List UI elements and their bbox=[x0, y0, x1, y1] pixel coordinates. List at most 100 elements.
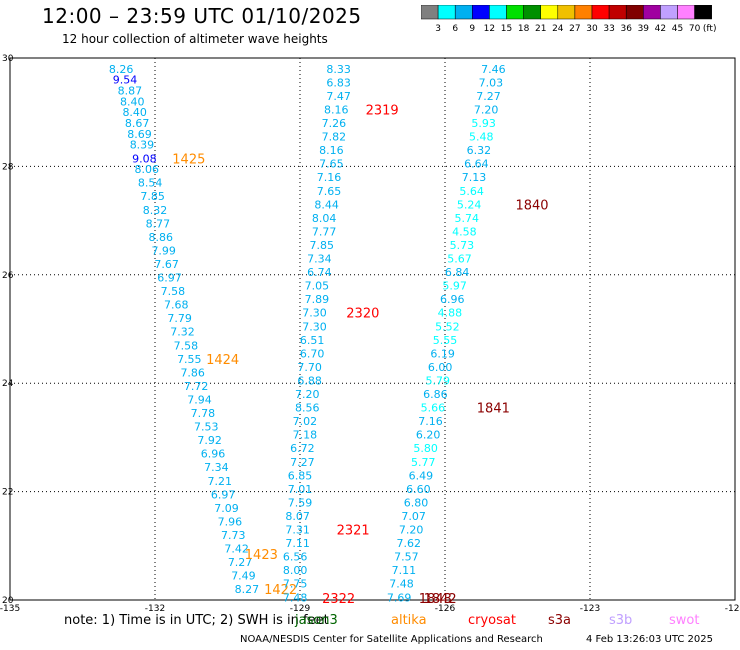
footer-note: note: 1) Time is in UTC; 2) SWH is in fe… bbox=[64, 613, 329, 628]
wave-height-value: 8.16 bbox=[324, 103, 349, 116]
pass-time-label: 1843 bbox=[419, 592, 452, 607]
wave-height-value: 6.88 bbox=[297, 374, 322, 387]
plot-frame bbox=[9, 57, 736, 601]
wave-height-value: 8.33 bbox=[326, 63, 351, 76]
wave-height-value: 6.49 bbox=[409, 469, 434, 482]
wave-height-value: 7.18 bbox=[293, 429, 318, 442]
wave-height-value: 7.85 bbox=[140, 190, 165, 203]
wave-height-value: 7.67 bbox=[154, 258, 179, 271]
wave-height-value: 5.74 bbox=[455, 212, 480, 225]
pass-time-label: 1423 bbox=[245, 548, 278, 563]
generated-timestamp: 4 Feb 13:26:03 UTC 2025 bbox=[586, 634, 713, 645]
wave-height-value: 7.69 bbox=[387, 591, 412, 604]
colorbar-tick: 12 bbox=[484, 24, 495, 34]
wave-height-value: 7.65 bbox=[317, 185, 342, 198]
wave-height-value: 7.01 bbox=[288, 483, 313, 496]
wave-height-value: 5.55 bbox=[433, 334, 458, 347]
wave-height-value: 8.00 bbox=[283, 564, 308, 577]
x-tick-label: -126 bbox=[435, 604, 456, 612]
legend-jason3: jason3 bbox=[295, 613, 338, 628]
colorbar-tick: 30 bbox=[586, 24, 598, 34]
wave-height-value: 5.64 bbox=[459, 185, 484, 198]
wave-height-value: 7.32 bbox=[170, 326, 195, 339]
wave-height-value: 6.83 bbox=[326, 76, 351, 89]
wave-height-value: 6.70 bbox=[300, 347, 325, 360]
wave-height-value: 6.19 bbox=[430, 347, 455, 360]
colorbar-tick: 24 bbox=[552, 24, 564, 34]
wave-height-value: 4.88 bbox=[438, 307, 463, 320]
wave-height-value: 7.02 bbox=[293, 415, 318, 428]
wave-height-value: 7.46 bbox=[481, 63, 506, 76]
pass-time-label: 2319 bbox=[366, 103, 399, 118]
wave-height-value: 7.73 bbox=[221, 529, 246, 542]
wave-height-value: 8.40 bbox=[122, 106, 147, 119]
pass-time-label: 1425 bbox=[172, 152, 205, 167]
wave-height-value: 6.56 bbox=[283, 551, 308, 564]
wave-height-value: 5.67 bbox=[447, 253, 472, 266]
wave-height-value: 7.70 bbox=[297, 361, 322, 374]
wave-height-value: 7.13 bbox=[462, 171, 487, 184]
wave-height-value: 7.49 bbox=[231, 570, 256, 583]
wave-height-value: 7.89 bbox=[305, 293, 330, 306]
legend-s3a: s3a bbox=[548, 613, 572, 628]
wave-height-value: 6.74 bbox=[307, 266, 332, 279]
wave-height-value: 6.60 bbox=[406, 483, 431, 496]
wave-height-value: 6.32 bbox=[467, 144, 492, 157]
wave-height-map: -135 -132 -129 -126 -123 -124 30 28 26 24 22 20 8.26… bbox=[0, 54, 740, 612]
footer-legend: note: 1) Time is in UTC; 2) SWH is in fe… bbox=[64, 613, 699, 628]
wave-height-value: 7.27 bbox=[290, 456, 315, 469]
wave-height-value: 6.96 bbox=[201, 448, 226, 461]
wave-height-value: 8.56 bbox=[295, 402, 320, 415]
wave-height-value: 6.96 bbox=[440, 293, 465, 306]
colorbar-tick: 45 bbox=[672, 24, 683, 34]
wave-height-value: 7.09 bbox=[214, 502, 239, 515]
wave-height-value: 8.39 bbox=[130, 139, 155, 152]
wave-height-value: 7.82 bbox=[322, 131, 347, 144]
colorbar-unit: (ft) bbox=[703, 24, 717, 34]
pass-time-label: 1840 bbox=[515, 198, 548, 213]
chart-subtitle: 12 hour collection of altimeter wave hei… bbox=[62, 32, 328, 46]
wave-height-value: 7.27 bbox=[476, 90, 501, 103]
wave-height-value: 7.53 bbox=[194, 421, 219, 434]
x-tick-label: -129 bbox=[290, 604, 311, 612]
wave-height-value: 7.96 bbox=[218, 515, 243, 528]
wave-height-value: 7.20 bbox=[295, 388, 320, 401]
wave-height-value: 7.26 bbox=[322, 117, 347, 130]
wave-height-value: 7.75 bbox=[283, 578, 308, 591]
wave-height-value: 7.20 bbox=[399, 524, 424, 537]
colorbar-tick: 27 bbox=[569, 24, 580, 34]
wave-height-value: 7.48 bbox=[389, 578, 414, 591]
pass-time-label: 2320 bbox=[346, 307, 379, 322]
colorbar-tick: 6 bbox=[452, 24, 458, 34]
colorbar-tick: 18 bbox=[518, 24, 530, 34]
pass-time-label: 2321 bbox=[337, 524, 370, 539]
wave-height-value: 8.86 bbox=[149, 231, 174, 244]
x-tick-label: -123 bbox=[580, 604, 600, 612]
wave-height-value: 8.04 bbox=[312, 212, 337, 225]
colorbar-swatch bbox=[694, 5, 712, 20]
wave-height-value: 7.78 bbox=[191, 407, 216, 420]
wave-height-value: 7.77 bbox=[312, 225, 337, 238]
wave-height-value: 7.58 bbox=[161, 285, 186, 298]
wave-height-value: 8.44 bbox=[314, 198, 339, 211]
wave-height-value: 7.30 bbox=[302, 307, 327, 320]
wave-height-value: 7.27 bbox=[228, 556, 253, 569]
wave-height-value: 7.11 bbox=[285, 537, 310, 550]
wave-height-value: 7.68 bbox=[164, 299, 189, 312]
wave-height-value: 7.58 bbox=[174, 339, 199, 352]
color-scale-bar: 3 6 9 12 15 18 21 24 27 30 33 36 39 42 45 70 (ft) bbox=[421, 5, 717, 34]
wave-height-value: 5.97 bbox=[442, 280, 467, 293]
wave-height-value: 7.59 bbox=[288, 496, 313, 509]
wave-height-value: 7.34 bbox=[204, 461, 229, 474]
wave-height-value: 7.16 bbox=[418, 415, 443, 428]
x-tick-label: -132 bbox=[145, 604, 165, 612]
y-tick-label: 30 bbox=[2, 54, 14, 64]
wave-height-value: 8.26 bbox=[109, 63, 134, 76]
x-tick-label: -135 bbox=[0, 604, 20, 612]
wave-height-value: 7.34 bbox=[307, 253, 332, 266]
colorbar-tick: 15 bbox=[501, 24, 512, 34]
wave-height-value: 5.24 bbox=[457, 198, 482, 211]
wave-height-value: 6.97 bbox=[157, 272, 182, 285]
pass-time-label: 2322 bbox=[322, 592, 355, 607]
wave-height-value: 6.64 bbox=[464, 158, 489, 171]
